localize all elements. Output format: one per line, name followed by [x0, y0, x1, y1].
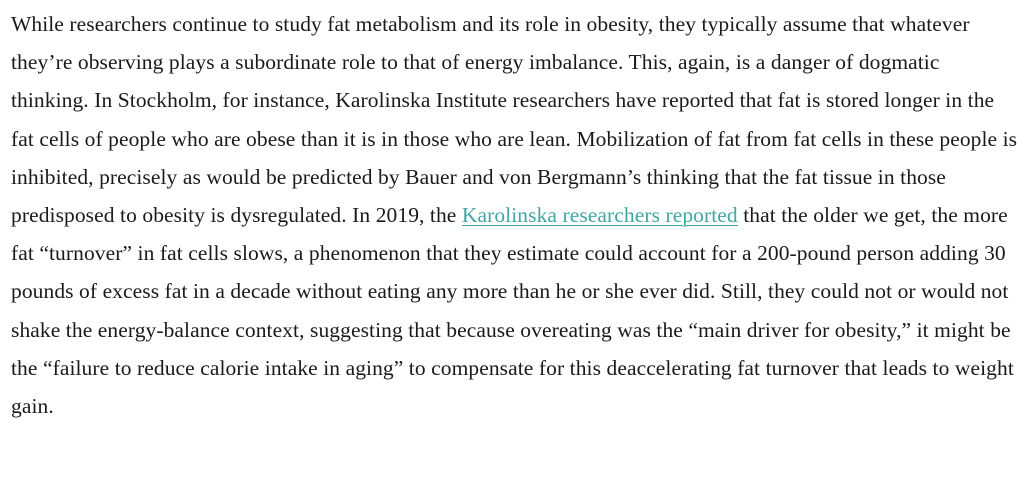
body-paragraph: While researchers continue to study fat …	[11, 5, 1019, 425]
paragraph-text-after: that the older we get, the more fat “tur…	[11, 203, 1014, 419]
paragraph-text-before: While researchers continue to study fat …	[11, 12, 1018, 228]
article-body: While researchers continue to study fat …	[11, 5, 1019, 425]
karolinska-researchers-link[interactable]: Karolinska researchers reported	[461, 203, 738, 228]
